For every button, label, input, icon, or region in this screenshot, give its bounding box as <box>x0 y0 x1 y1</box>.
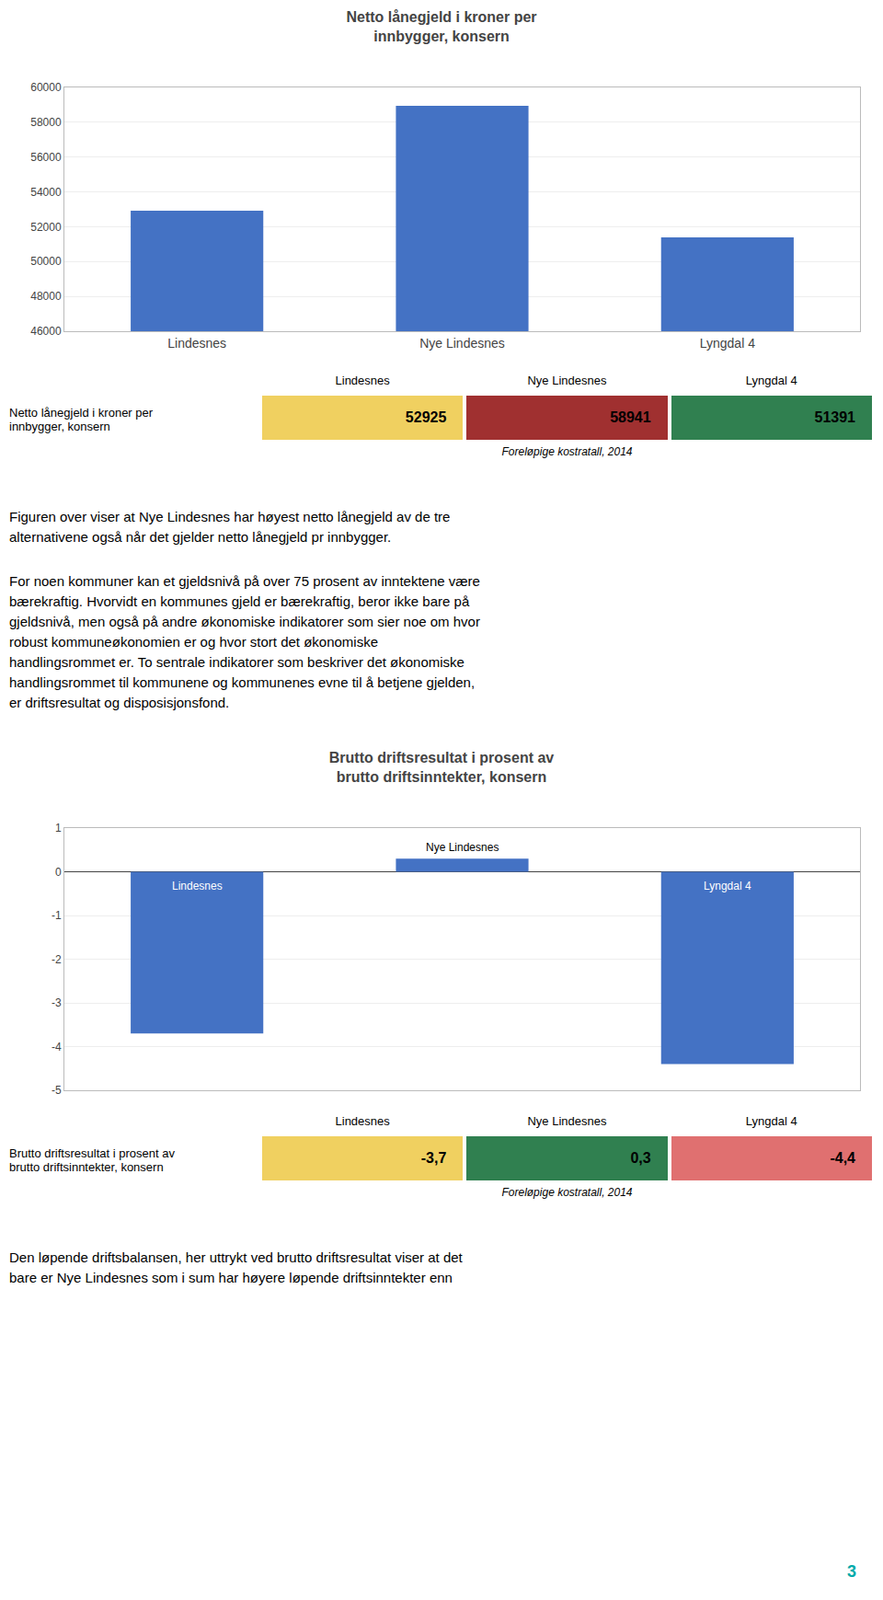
html-text:Netto lånegjeld i kroner per i: Netto lånegjeld i kroner per innbygger, … <box>9 405 153 434</box>
html-text:Den løpende driftsbalansen, he: Den løpende driftsbalansen, her uttrykt … <box>9 1249 463 1265</box>
html-text:er driftsresultat og disposisj: er driftsresultat og disposisjonsfond. <box>9 694 230 711</box>
html-text:-3,7: -3,7 <box>421 1149 447 1166</box>
html-text:handlingsrommet til kommunene: handlingsrommet til kommunene og kommune… <box>9 674 475 690</box>
html-text:Nye Lindesnes: Nye Lindesnes <box>527 1113 607 1128</box>
html-text:Foreløpige kostratall, 2014: Foreløpige kostratall, 2014 <box>501 1185 633 1199</box>
svg-text:Lindesnes: Lindesnes <box>172 879 223 893</box>
svg-text:58000: 58000 <box>30 115 62 129</box>
html-text:bare er Nye Lindesnes som i su: bare er Nye Lindesnes som i sum har høye… <box>9 1269 453 1285</box>
html-text:bærekraftig. Hvorvidt en kommu: bærekraftig. Hvorvidt en kommunes gjeld … <box>9 593 470 609</box>
svg-text:-4: -4 <box>51 1040 62 1054</box>
svg-text:Lyngdal 4: Lyngdal 4 <box>703 879 752 893</box>
svg-text:54000: 54000 <box>30 185 62 199</box>
html-text:58941: 58941 <box>610 409 651 425</box>
html-text:Figuren over viser at Nye Lind: Figuren over viser at Nye Lindesnes har … <box>9 508 451 525</box>
html-text:Lindesnes: Lindesnes <box>335 1113 390 1128</box>
html-text:Foreløpige kostratall, 2014: Foreløpige kostratall, 2014 <box>501 445 633 459</box>
html-text:3: 3 <box>847 1561 857 1581</box>
svg-text:60000: 60000 <box>30 80 62 94</box>
svg-text:-5: -5 <box>51 1083 62 1097</box>
svg-text:Netto lånegjeld i kroner perin: Netto lånegjeld i kroner perinnbygger, k… <box>345 9 537 45</box>
svg-text:Brutto driftsresultat i prosen: Brutto driftsresultat i prosent avbrutto… <box>329 749 555 785</box>
html-text:Lindesnes: Lindesnes <box>335 373 390 388</box>
svg-text:-2: -2 <box>51 952 62 966</box>
html-text:For noen kommuner kan et gjeld: For noen kommuner kan et gjeldsnivå på o… <box>9 573 481 589</box>
svg-text:-3: -3 <box>51 996 62 1010</box>
html-text:Lyngdal 4: Lyngdal 4 <box>745 1113 798 1128</box>
svg-text:56000: 56000 <box>30 150 62 164</box>
html-text:handlingsrommet er. To sentral: handlingsrommet er. To sentrale indikato… <box>9 653 465 670</box>
svg-text:-1: -1 <box>51 908 62 922</box>
html-text:Brutto driftsresultat i prosen: Brutto driftsresultat i prosent av brutt… <box>9 1146 175 1174</box>
svg-text:Lyngdal 4: Lyngdal 4 <box>699 335 756 351</box>
svg-text:48000: 48000 <box>30 289 62 303</box>
html-text:robust kommuneøkonomien er og: robust kommuneøkonomien er og hvor stort… <box>9 633 379 650</box>
html-text:Nye Lindesnes: Nye Lindesnes <box>527 373 607 388</box>
svg-text:Nye Lindesnes: Nye Lindesnes <box>419 335 505 351</box>
svg-text:52000: 52000 <box>30 220 62 234</box>
html-text:Lyngdal 4: Lyngdal 4 <box>745 373 798 388</box>
svg-text:46000: 46000 <box>30 324 62 338</box>
svg-text:50000: 50000 <box>30 254 62 268</box>
html-text:-4,4: -4,4 <box>830 1149 856 1166</box>
svg-text:1: 1 <box>55 821 62 835</box>
html-text:51391: 51391 <box>814 409 856 425</box>
html-text:0,3: 0,3 <box>630 1149 651 1166</box>
svg-text:Lindesnes: Lindesnes <box>167 335 227 351</box>
svg-text:Nye Lindesnes: Nye Lindesnes <box>425 840 499 854</box>
html-text:alternativene også når det gje: alternativene også når det gjelder netto… <box>9 528 392 545</box>
svg-text:0: 0 <box>55 865 62 879</box>
html-text:gjeldsnivå, men også på andre: gjeldsnivå, men også på andre økonomiske… <box>9 613 481 630</box>
html-text:52925: 52925 <box>405 409 447 425</box>
